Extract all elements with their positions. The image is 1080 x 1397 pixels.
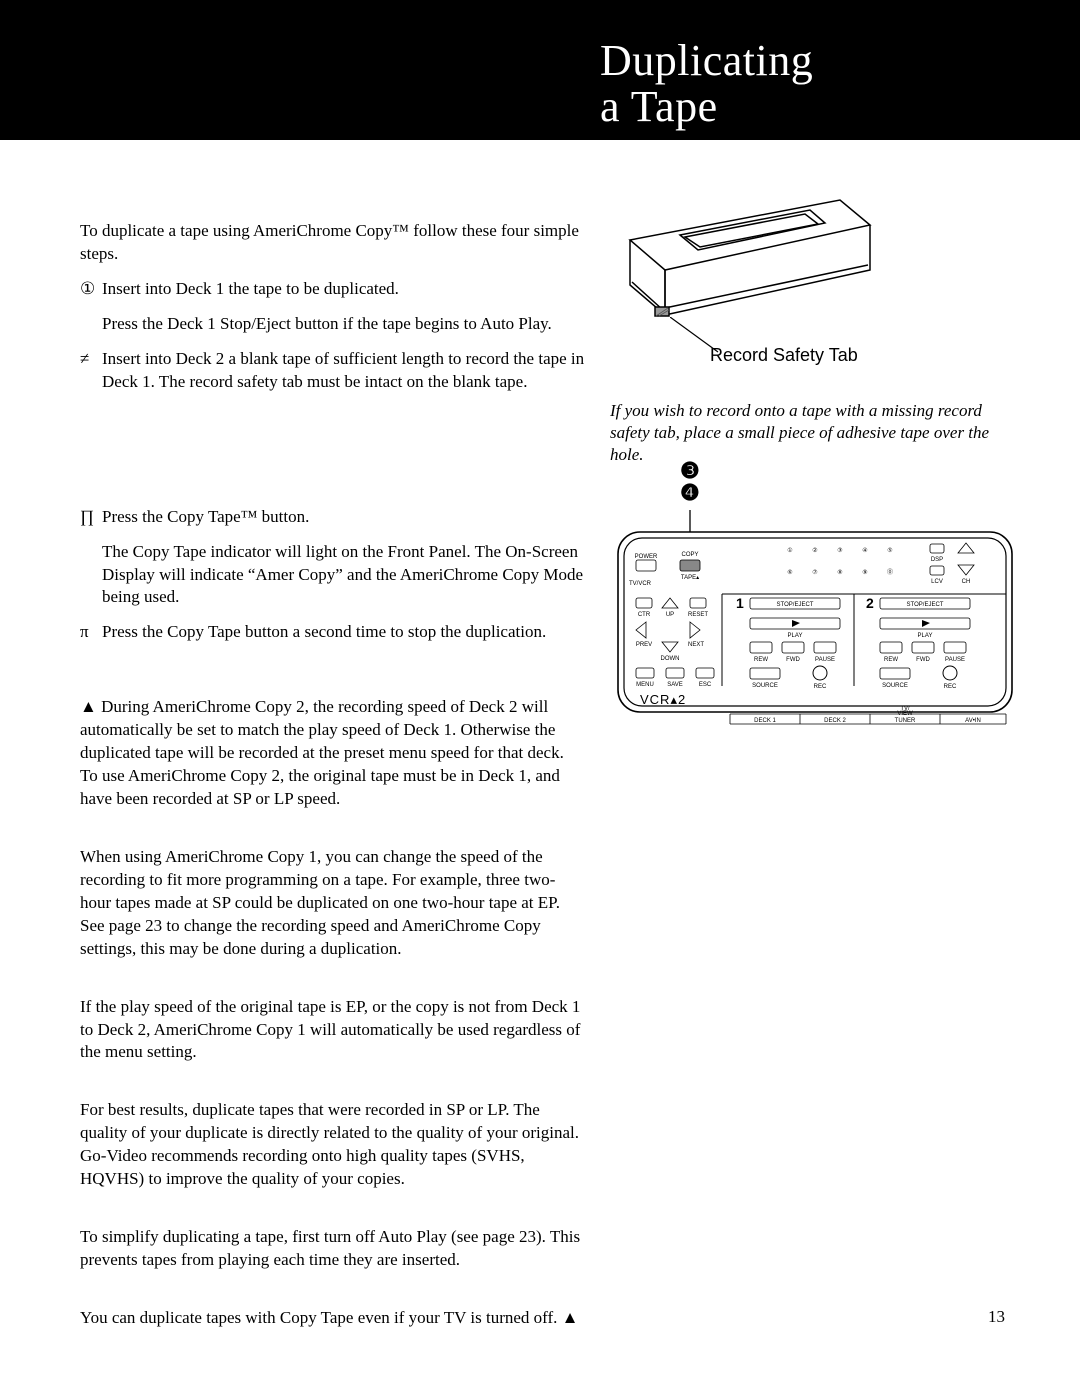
svg-text:VIEW: VIEW xyxy=(897,711,913,717)
step-3-marker: ∏ xyxy=(80,506,98,529)
svg-text:⑧: ⑧ xyxy=(837,569,842,576)
svg-text:SAVE: SAVE xyxy=(667,682,683,688)
step-3: ∏ Press the Copy Tape™ button. xyxy=(80,506,585,529)
svg-text:④: ④ xyxy=(862,547,867,554)
svg-text:CTR: CTR xyxy=(638,612,651,618)
page-title: Duplicating a Tape xyxy=(600,38,813,130)
step-3-sub: The Copy Tape indicator will light on th… xyxy=(80,541,585,610)
note-1: ▲ During AmeriChrome Copy 2, the recordi… xyxy=(80,696,585,811)
svg-text:PAUSE: PAUSE xyxy=(815,657,835,663)
svg-text:2: 2 xyxy=(866,595,874,611)
step-3-text: Press the Copy Tape™ button. xyxy=(102,507,309,526)
svg-text:⓪: ⓪ xyxy=(887,568,893,576)
svg-text:⑦: ⑦ xyxy=(812,569,817,576)
svg-text:LCV: LCV xyxy=(931,579,943,585)
svg-text:②: ② xyxy=(812,547,817,554)
svg-text:MENU: MENU xyxy=(636,682,654,688)
svg-text:SOURCE: SOURCE xyxy=(752,683,778,689)
svg-text:REC: REC xyxy=(944,684,957,690)
note-6: You can duplicate tapes with Copy Tape e… xyxy=(80,1307,585,1330)
svg-text:UP: UP xyxy=(666,612,674,618)
svg-text:TAPE▴: TAPE▴ xyxy=(681,575,699,581)
note-4: For best results, duplicate tapes that w… xyxy=(80,1099,585,1191)
step-4-text: Press the Copy Tape button a second time… xyxy=(102,622,546,641)
remote-diagram: POWER COPY TAPE▴ TV/VCR CTR UP RESET PRE… xyxy=(610,510,1020,740)
svg-text:POWER: POWER xyxy=(635,554,658,560)
svg-text:DECK 1: DECK 1 xyxy=(754,718,776,724)
svg-text:REW: REW xyxy=(884,657,898,663)
svg-text:1: 1 xyxy=(736,595,744,611)
header-band xyxy=(0,0,1080,140)
svg-text:⑥: ⑥ xyxy=(787,569,792,576)
svg-text:PLAY: PLAY xyxy=(918,633,933,639)
note-3: If the play speed of the original tape i… xyxy=(80,996,585,1065)
page-number: 13 xyxy=(988,1307,1005,1327)
svg-text:RESET: RESET xyxy=(688,612,708,618)
svg-text:⑤: ⑤ xyxy=(887,547,892,554)
main-column: To duplicate a tape using AmeriChrome Co… xyxy=(80,220,585,1342)
svg-text:STOP/EJECT: STOP/EJECT xyxy=(907,602,944,608)
side-column: Record Safety Tab If you wish to record … xyxy=(610,190,1010,466)
svg-text:FWD: FWD xyxy=(916,657,930,663)
svg-text:COPY: COPY xyxy=(681,552,698,558)
svg-text:PLAY: PLAY xyxy=(788,633,803,639)
step-1: ① Insert into Deck 1 the tape to be dupl… xyxy=(80,278,585,301)
safety-tab-note: If you wish to record onto a tape with a… xyxy=(610,400,990,466)
svg-text:STOP/EJECT: STOP/EJECT xyxy=(777,602,814,608)
svg-text:REC: REC xyxy=(814,684,827,690)
step-2-marker: ≠ xyxy=(80,348,98,371)
badge-3: ❸ xyxy=(680,460,700,482)
svg-text:DSP: DSP xyxy=(931,557,943,563)
vhs-tape-illustration xyxy=(610,190,880,345)
svg-text:SOURCE: SOURCE xyxy=(882,683,908,689)
svg-text:PREV: PREV xyxy=(636,642,652,648)
step-2: ≠ Insert into Deck 2 a blank tape of suf… xyxy=(80,348,585,394)
safety-tab-label: Record Safety Tab xyxy=(710,345,858,366)
title-line2: a Tape xyxy=(600,82,718,131)
svg-text:AV•IN: AV•IN xyxy=(965,718,981,724)
svg-text:CH: CH xyxy=(962,579,971,585)
svg-text:①: ① xyxy=(787,547,792,554)
svg-text:FWD: FWD xyxy=(786,657,800,663)
title-line1: Duplicating xyxy=(600,36,813,85)
svg-text:TV/VCR: TV/VCR xyxy=(629,581,652,587)
svg-text:DECK 2: DECK 2 xyxy=(824,718,846,724)
badge-4: ❹ xyxy=(680,482,700,504)
step-badges: ❸ ❹ xyxy=(680,460,700,504)
svg-text:⑨: ⑨ xyxy=(862,569,867,576)
svg-text:ESC: ESC xyxy=(699,682,712,688)
svg-text:VCR▴2: VCR▴2 xyxy=(640,692,686,707)
step-2-text: Insert into Deck 2 a blank tape of suffi… xyxy=(102,349,584,391)
svg-text:REW: REW xyxy=(754,657,768,663)
step-1-sub: Press the Deck 1 Stop/Eject button if th… xyxy=(80,313,585,336)
svg-text:③: ③ xyxy=(837,547,842,554)
svg-text:NEXT: NEXT xyxy=(688,642,704,648)
step-4: π Press the Copy Tape button a second ti… xyxy=(80,621,585,644)
step-1-marker: ① xyxy=(80,278,98,301)
note-5: To simplify duplicating a tape, first tu… xyxy=(80,1226,585,1272)
note-2: When using AmeriChrome Copy 1, you can c… xyxy=(80,846,585,961)
step-1-text: Insert into Deck 1 the tape to be duplic… xyxy=(102,279,399,298)
intro-text: To duplicate a tape using AmeriChrome Co… xyxy=(80,220,585,266)
step-4-marker: π xyxy=(80,621,98,644)
svg-text:PAUSE: PAUSE xyxy=(945,657,965,663)
svg-text:TUNER: TUNER xyxy=(895,718,916,724)
svg-text:DOWN: DOWN xyxy=(661,656,680,662)
